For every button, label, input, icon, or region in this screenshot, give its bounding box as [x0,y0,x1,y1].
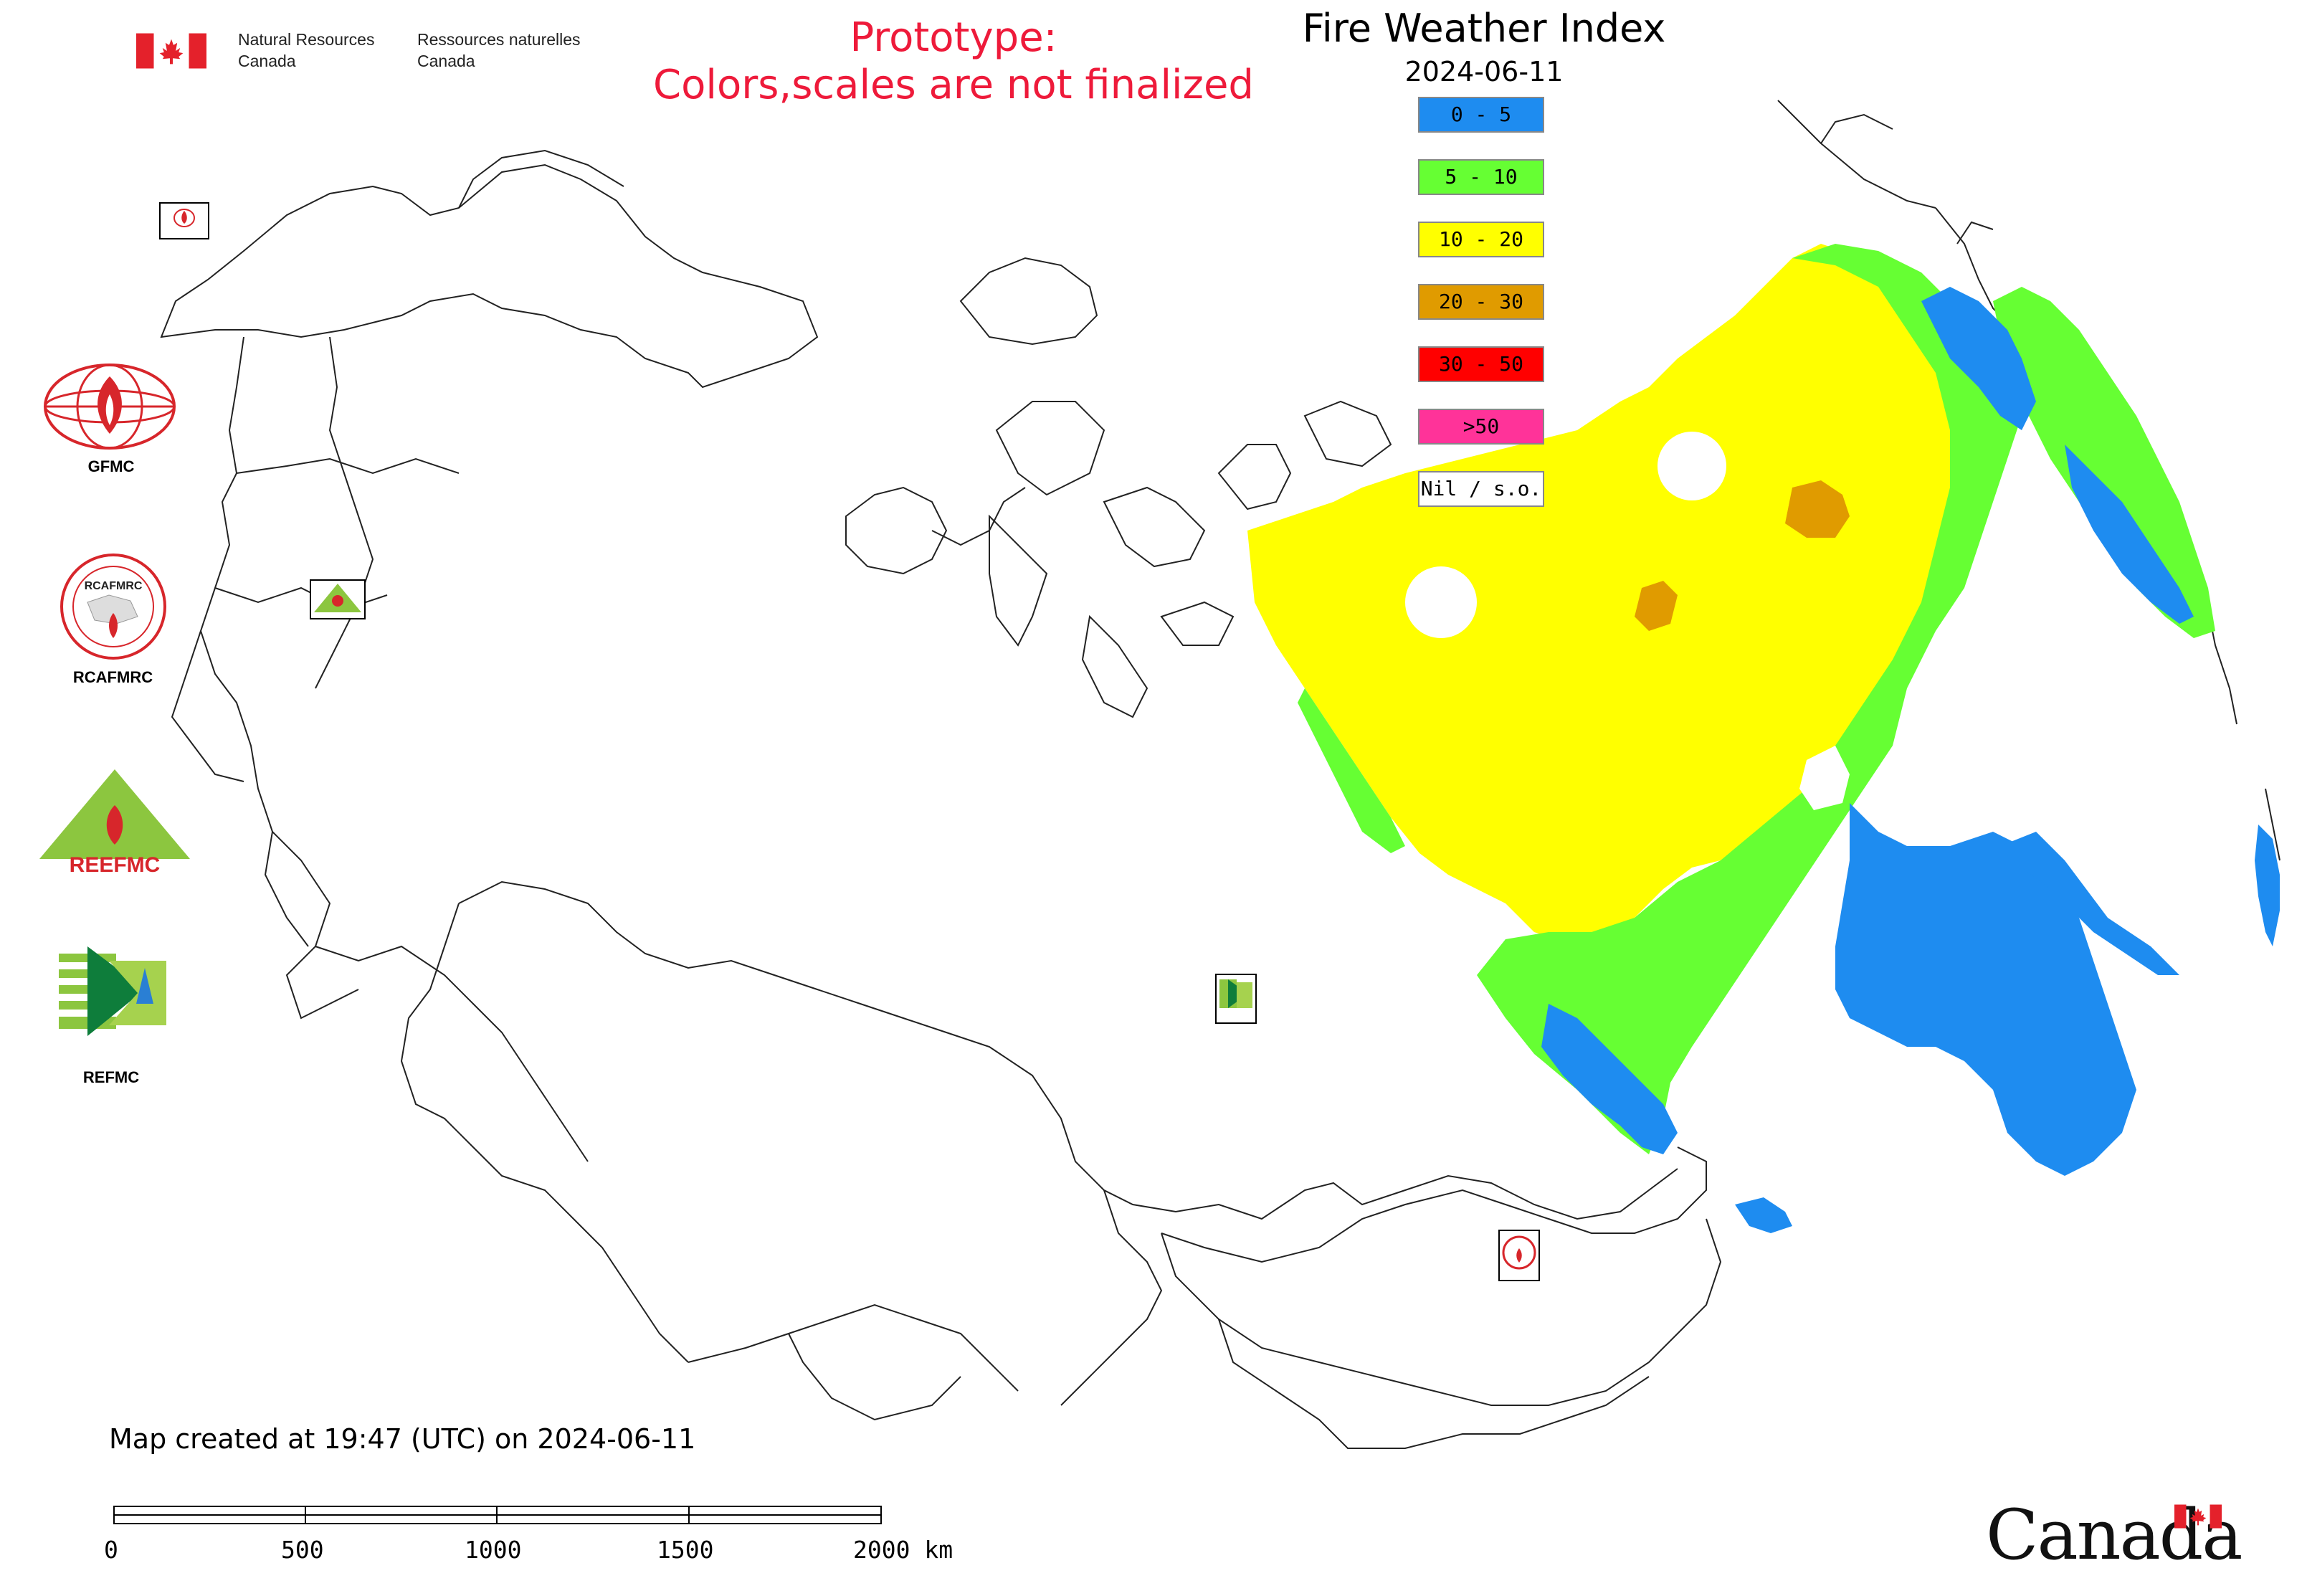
prototype-line2: Colors,scales are not finalized [653,62,1254,108]
legend-item-over-50: >50 [1418,409,1544,445]
gov-name-french: Ressources naturelles Canada [417,29,581,72]
legend-date: 2024-06-11 [1404,56,1564,87]
legend-item-20-30: 20 - 30 [1418,284,1544,320]
gfmc-label: GFMC [87,457,135,475]
legend-item-5-10: 5 - 10 [1418,159,1544,195]
rcafmrc-logo-icon: RCAFMRC [60,554,166,660]
scale-label-2000: 2000 km [853,1536,953,1564]
legend-item-10-20: 10 - 20 [1418,222,1544,257]
gov-fr-line2: Canada [417,52,475,70]
prototype-warning: Prototype: Colors,scales are not finaliz… [631,14,1276,109]
rcafmrc-label: RCAFMRC [72,668,153,686]
map-created-timestamp: Map created at 19:47 (UTC) on 2024-06-11 [109,1423,696,1455]
gfmc-small-logo [159,202,209,239]
canada-wordmark: Canada [1986,1495,2242,1575]
refmc-logo-icon [59,946,166,1036]
legend-item-0-5: 0 - 5 [1418,97,1544,133]
scale-bar [113,1506,882,1524]
prototype-line1: Prototype: [850,14,1057,61]
gov-en-line1: Natural Resources [238,30,375,49]
gfmc-logo-icon [44,364,176,450]
scale-label-500: 500 [281,1536,324,1564]
scale-label-1000: 1000 [465,1536,522,1564]
country-boundaries [160,100,2280,1449]
rcafmrc-small-icon [1502,1235,1536,1270]
rcafmrc-small-logo [1498,1230,1540,1281]
gov-en-line2: Canada [238,52,296,70]
reefmc-logo-icon: REEFMC [39,769,190,873]
government-signature: Natural Resources Canada Ressources natu… [136,29,609,79]
legend-title: Fire Weather Index [1302,6,1666,51]
legend-item-30-50: 30 - 50 [1418,346,1544,382]
rcafmrc-ring-text: RCAFMRC [85,580,143,592]
fwi-raster [1247,244,2280,1233]
canada-wordmark-flag-icon [2174,1504,2222,1529]
legend-item-nil: Nil / s.o. [1418,471,1544,507]
gfmc-small-icon [173,209,195,227]
gov-fr-line1: Ressources naturelles [417,30,581,49]
scale-label-1500: 1500 [657,1536,714,1564]
reefmc-small-logo [310,579,366,619]
reefmc-logo-text: REEFMC [70,853,161,873]
reefmc-small-icon [314,584,361,612]
refmc-small-icon [1219,979,1252,1008]
refmc-label: REFMC [82,1068,140,1086]
refmc-small-logo [1215,974,1257,1024]
gov-name-english: Natural Resources Canada [238,29,374,72]
scale-label-0: 0 [104,1536,118,1564]
canada-flag-icon [136,33,206,69]
